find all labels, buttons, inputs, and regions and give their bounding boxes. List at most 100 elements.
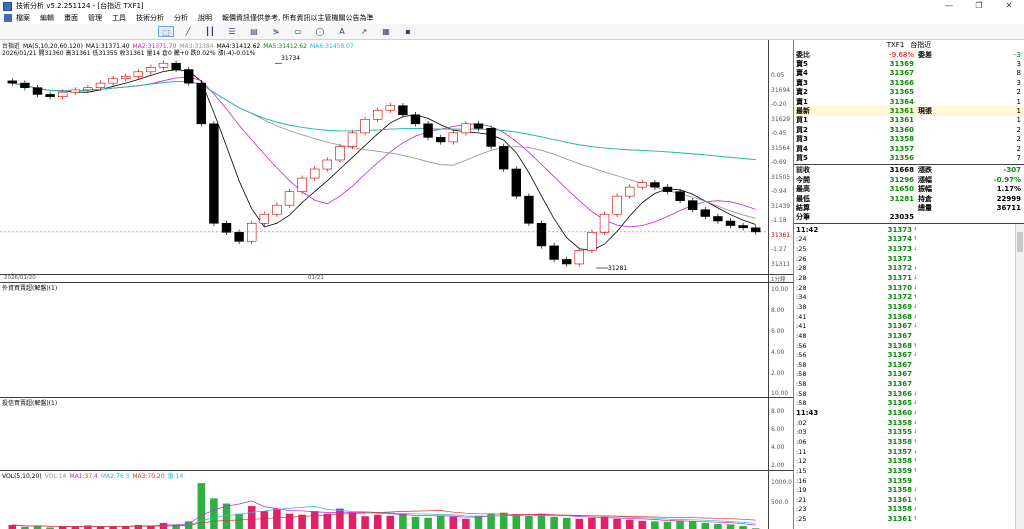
tick-scrollbar[interactable] (1015, 224, 1024, 529)
fan-icon[interactable]: ⋟ (272, 27, 280, 36)
maximize-button[interactable]: ❐ (975, 1, 983, 10)
bid-level-qty: 2 (1016, 144, 1021, 153)
ask-level-row[interactable]: 賣4 31367 8 (794, 69, 1024, 78)
channel-icon[interactable]: ▤ (250, 27, 258, 36)
tick-row[interactable]: :28 31370↓2 (794, 283, 1024, 293)
trust-investor-panel-title: 投信買賣超(解盤)(1) (2, 400, 58, 407)
tick-row[interactable]: :11 31357↓1 (794, 447, 1024, 457)
palette-icon[interactable]: ▦ (382, 27, 390, 36)
doc-icon[interactable] (4, 14, 12, 22)
chart-area[interactable]: 台指近 MA(5,10,20,60,120) MA1:31371.40 MA2:313… (0, 40, 793, 529)
tick-qty: 1 (920, 428, 1024, 436)
ellipse-icon[interactable]: ◯ (315, 27, 325, 36)
candle-body (738, 225, 748, 229)
tick-row[interactable]: :23 31358↓1 (794, 505, 1024, 515)
candle-body (284, 191, 295, 206)
tick-row[interactable]: :56 31367↓2 (794, 350, 1024, 360)
ask-level-row[interactable]: 賣5 31369 3 (794, 59, 1024, 68)
menu-analysis[interactable]: 分析 (174, 14, 188, 22)
volume-bar (273, 508, 281, 529)
candle-body (209, 123, 219, 224)
price-axis-label: 31439 (771, 202, 791, 210)
symbol-code: TXF1 (886, 41, 905, 49)
ask-level-row[interactable]: 賣2 31365 2 (794, 88, 1024, 97)
bid-level-row[interactable]: 買3 31358 2 (794, 135, 1024, 144)
text-icon[interactable]: A (339, 27, 345, 36)
minimize-button[interactable]: — (945, 1, 953, 10)
tick-row[interactable]: :58 31366↓2 (794, 389, 1024, 399)
tick-row[interactable]: :06 31358↑1 (794, 437, 1024, 447)
down-arrow-icon: ↓ (913, 429, 918, 436)
bid-level-row[interactable]: 買1 31361 1 (794, 116, 1024, 125)
tick-row[interactable]: :25 31361↑1 (794, 514, 1024, 524)
menu-help[interactable]: 說明 (198, 14, 212, 22)
save-icon[interactable]: ▪ (405, 27, 411, 36)
volume-bar (310, 511, 319, 529)
tick-list[interactable]: 11:4231373↑2:2431374↑1:2531373↓1:2631373… (794, 225, 1024, 524)
rectangle-icon[interactable]: ▭ (294, 27, 302, 36)
down-arrow-icon: ↓ (913, 410, 918, 417)
tick-qty: 1 (920, 448, 1024, 456)
cursor-icon[interactable]: ⬚ (158, 26, 174, 37)
tick-qty: 1 (920, 342, 1024, 350)
line-tool-icon[interactable]: ╱ (185, 27, 191, 36)
tick-row[interactable]: :56 31368↑1 (794, 341, 1024, 351)
candle-body (259, 213, 270, 224)
last-price-row[interactable]: 最新 31361 現張 1 (794, 106, 1024, 116)
tick-row[interactable]: :02 31358↓1 (794, 418, 1024, 428)
tick-row[interactable]: :41 31368↓1 (794, 312, 1024, 322)
menu-manage[interactable]: 管理 (88, 14, 102, 22)
tick-row[interactable]: :58 31367 3 (794, 379, 1024, 389)
ask-level-row[interactable]: 賣1 31364 1 (794, 97, 1024, 106)
candle-body (196, 82, 207, 125)
tick-row[interactable]: :16 31359 1 (794, 476, 1024, 486)
tick-row[interactable]: :15 31359↑1 (794, 466, 1024, 476)
tick-time: :56 (796, 351, 807, 360)
tick-row[interactable]: :58 31367 2 (794, 360, 1024, 370)
tick-row[interactable]: :38 31369↓1 (794, 302, 1024, 312)
tick-row[interactable]: :41 31367↓1 (794, 321, 1024, 331)
vertical-lines-icon[interactable]: ┃┃ (205, 27, 215, 36)
last-price-label: 最新 (796, 107, 810, 116)
ask-book: 賣5 31369 3 賣4 31367 8 賣3 31366 3 賣2 31365 2 賣1 31364 1 (794, 59, 1024, 106)
stat-label: 最低 (796, 194, 810, 203)
bid-level-row[interactable]: 買5 31356 7 (794, 153, 1024, 162)
menu-tools[interactable]: 工具 (112, 14, 126, 22)
menu-edit[interactable]: 編輯 (40, 14, 54, 22)
tick-row[interactable]: :21 31361↑1 (794, 495, 1024, 505)
tick-price: 31374 (887, 235, 912, 244)
tick-row[interactable]: :34 31372↑1 (794, 293, 1024, 303)
menu-tech-analysis[interactable]: 技術分析 (136, 14, 164, 22)
stat-label-2: 漲幅 (918, 175, 932, 184)
tick-row[interactable]: :03 31355↓1 (794, 427, 1024, 437)
stat-label: 分筆 (796, 213, 810, 222)
tick-price: 31358 (887, 418, 912, 427)
tick-row[interactable]: :24 31374↑1 (794, 235, 1024, 245)
tick-row[interactable]: :12 31358↑2 (794, 456, 1024, 466)
menu-file[interactable]: 檔案 (16, 14, 30, 22)
tick-qty: 1 (920, 467, 1024, 475)
tick-price: 31365 (887, 399, 912, 408)
arrow-icon[interactable]: ↗ (360, 27, 368, 36)
horizontal-lines-icon[interactable]: ☰ (228, 27, 236, 36)
tick-row[interactable]: :26 31373 1 (794, 254, 1024, 264)
bid-level-row[interactable]: 買4 31357 2 (794, 144, 1024, 153)
tick-row[interactable]: :48 31367 2 (794, 331, 1024, 341)
tick-row[interactable]: :25 31373↓1 (794, 244, 1024, 254)
tick-row[interactable]: :19 31358↓2 (794, 485, 1024, 495)
ask-level-row[interactable]: 賣3 31366 3 (794, 78, 1024, 87)
bid-level-row[interactable]: 買2 31360 2 (794, 125, 1024, 134)
scrollbar-thumb[interactable] (1017, 232, 1023, 252)
tick-row[interactable]: 11:43 31360↓1 (794, 408, 1024, 418)
stat-value: 31281 (889, 194, 914, 203)
candle-body (473, 123, 484, 129)
tick-row[interactable]: :58 31365↓1 (794, 399, 1024, 409)
close-button[interactable]: ✕ (1005, 1, 1013, 10)
tick-row[interactable]: 11:42 31373↑2 (794, 225, 1024, 235)
tick-price: 31370 (887, 283, 912, 292)
tick-row[interactable]: :58 31367 5 (794, 370, 1024, 380)
menu-view[interactable]: 畫面 (64, 14, 78, 22)
tick-qty: 2 (920, 284, 1024, 292)
tick-row[interactable]: :28 31372↓2 (794, 264, 1024, 274)
tick-row[interactable]: :28 31371↓1 (794, 273, 1024, 283)
